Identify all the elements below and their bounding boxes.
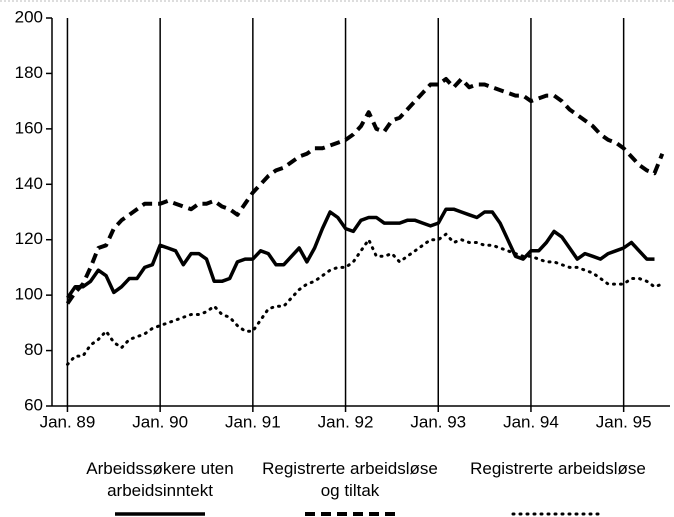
legend-label: Registrerte arbeidsløse xyxy=(470,459,646,478)
y-tick-label: 180 xyxy=(15,63,43,82)
series-line xyxy=(66,207,655,299)
x-tick-label: Jan. 91 xyxy=(225,412,281,431)
y-tick-label: 100 xyxy=(15,285,43,304)
legend-label: Arbeidssøkere uten arbeidsinntekt xyxy=(86,459,234,500)
x-tick-label: Jan. 92 xyxy=(318,412,374,431)
y-tick-label: 200 xyxy=(15,7,43,26)
x-tick-label: Jan. 95 xyxy=(596,412,652,431)
y-tick-label: 120 xyxy=(15,229,43,248)
x-tick-label: Jan. 89 xyxy=(40,412,96,431)
y-tick-label: 60 xyxy=(24,395,43,414)
x-tick-label: Jan. 93 xyxy=(410,412,466,431)
y-tick-label: 160 xyxy=(15,118,43,137)
series-line xyxy=(65,77,665,305)
y-tick-label: 80 xyxy=(24,340,43,359)
x-tick-label: Jan. 94 xyxy=(503,412,559,431)
y-tick-label: 140 xyxy=(15,174,43,193)
legend-label: Registrerte arbeidsløse og tiltak xyxy=(262,459,438,500)
x-tick-label: Jan. 90 xyxy=(132,412,188,431)
series-line xyxy=(66,232,664,366)
